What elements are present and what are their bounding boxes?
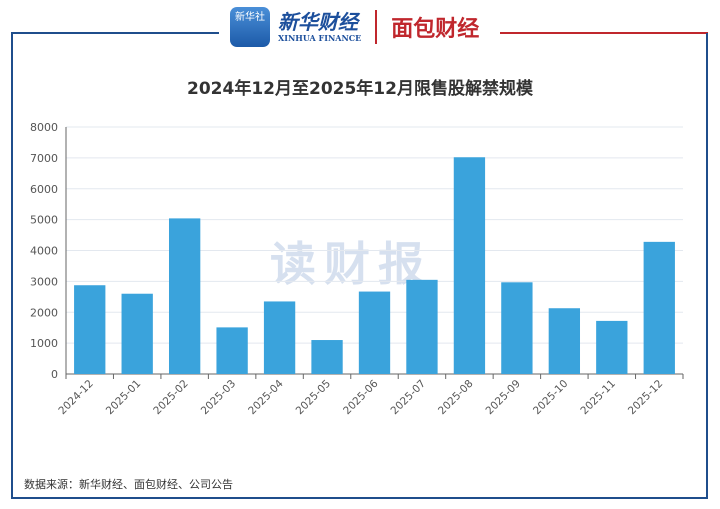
y-tick-label: 3000 <box>30 275 58 288</box>
bar-2025-02 <box>168 218 201 374</box>
bar-2025-03 <box>216 327 248 374</box>
y-tick-label: 2000 <box>30 306 58 319</box>
xinhua-badge-text: 新华社 <box>235 12 265 23</box>
x-tick-label: 2025-03 <box>199 378 239 418</box>
chart-frame <box>11 33 708 499</box>
x-tick-label: 2025-01 <box>104 378 144 418</box>
header-rule-left <box>11 32 219 34</box>
y-tick-label: 6000 <box>30 183 58 196</box>
bar-2025-05 <box>311 340 343 374</box>
y-tick-label: 5000 <box>30 214 58 227</box>
y-tick-label: 0 <box>51 368 58 381</box>
watermark: 读财报 <box>270 237 432 291</box>
chart-title: 2024年12月至2025年12月限售股解禁规模 <box>187 79 533 99</box>
bar-2025-11 <box>596 320 628 374</box>
bar-2025-06 <box>358 291 391 374</box>
bar-2025-10 <box>548 308 581 374</box>
x-tick-label: 2025-07 <box>389 378 429 418</box>
y-tick-label: 4000 <box>30 245 58 258</box>
x-tick-label: 2025-06 <box>341 377 381 417</box>
bar-2025-09 <box>501 282 533 374</box>
x-tick-label: 2025-02 <box>151 378 191 418</box>
x-tick-label: 2025-04 <box>246 377 286 417</box>
x-tick-label: 2025-08 <box>436 378 476 418</box>
x-tick-label: 2025-11 <box>578 378 618 418</box>
bar-2025-01 <box>121 293 153 374</box>
bar-2025-12 <box>643 241 675 374</box>
bar-2025-07 <box>406 279 438 374</box>
logo-divider <box>375 10 378 44</box>
data-source: 数据来源：新华财经、面包财经、公司公告 <box>24 478 233 491</box>
header-rule-right <box>500 32 708 34</box>
x-tick-label: 2025-12 <box>626 378 666 418</box>
xinhua-finance-en: XINHUA FINANCE <box>278 33 362 43</box>
header-logos: 新华社 新华财经 XINHUA FINANCE 面包财经 <box>230 6 479 48</box>
y-tick-label: 1000 <box>30 337 58 350</box>
bar-2024-12 <box>74 285 106 374</box>
bar-2025-08 <box>453 157 486 374</box>
y-tick-label: 7000 <box>30 152 58 165</box>
xinhua-logo-badge: 新华社 <box>230 7 270 47</box>
y-tick-label: 8000 <box>30 121 58 134</box>
xinhua-finance-cn: 新华财经 <box>278 10 358 34</box>
mianbao-finance-logo: 面包财经 <box>391 17 480 42</box>
x-tick-label: 2025-10 <box>531 378 571 418</box>
xinhua-finance-logo: 新华财经 XINHUA FINANCE <box>278 11 361 43</box>
x-tick-label: 2024-12 <box>56 378 96 418</box>
x-tick-label: 2025-05 <box>294 378 334 418</box>
bar-2025-04 <box>263 301 296 374</box>
x-tick-label: 2025-09 <box>483 378 523 418</box>
